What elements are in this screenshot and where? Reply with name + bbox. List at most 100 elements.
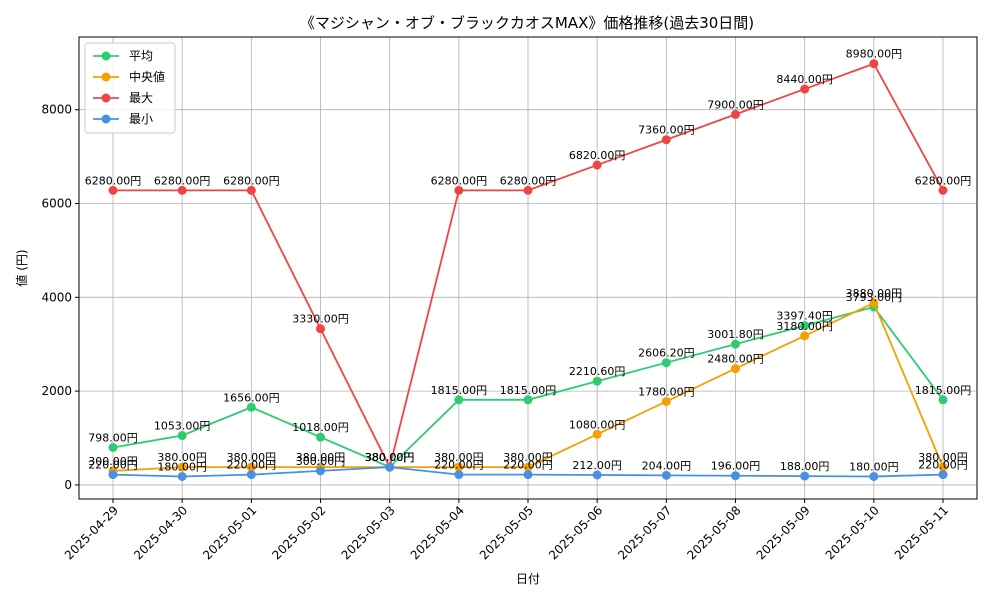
series-1-point	[731, 339, 740, 349]
legend-marker	[101, 72, 111, 82]
series-1-data-label: 3793.00円	[846, 291, 903, 304]
series-2-data-label: 380.00円	[434, 451, 484, 464]
y-tick-label: 4000	[41, 290, 72, 304]
series-4-data-label: 220.00円	[88, 459, 138, 472]
series-4-point	[385, 462, 395, 472]
series-3-point	[316, 324, 325, 334]
grid-lines	[79, 37, 977, 499]
series-3-point	[869, 59, 879, 69]
y-tick-label: 6000	[41, 197, 72, 211]
x-tick-label: 2025-05-01	[200, 503, 259, 562]
legend-marker	[101, 51, 111, 61]
series-4-point	[938, 470, 948, 480]
series-2-data-label: 380.00円	[365, 451, 415, 464]
series-2-point	[869, 298, 879, 308]
series-3-data-label: 7900.00円	[707, 98, 764, 111]
series-3-data-label: 7360.00円	[638, 124, 695, 137]
series-4-point	[108, 470, 118, 480]
series-3-data-label: 6280.00円	[431, 174, 488, 187]
x-tick-label: 2025-05-10	[823, 503, 882, 562]
legend-marker	[101, 93, 111, 103]
series-3-data-label: 6280.00円	[915, 174, 972, 187]
series-3-point	[177, 185, 187, 195]
series-1-point	[661, 358, 671, 368]
series-layer	[108, 59, 948, 481]
series-2-point	[661, 396, 671, 406]
series-1-point	[523, 395, 533, 405]
series-3-data-label: 6280.00円	[223, 174, 280, 187]
series-4-data-label: 212.00円	[572, 459, 622, 472]
series-1-data-label: 2606.20円	[638, 347, 695, 360]
series-2-data-label: 380.00円	[296, 451, 346, 464]
x-tick-label: 2025-05-06	[546, 503, 605, 562]
series-4-data-label: 300.00円	[296, 455, 346, 468]
series-1-point	[177, 431, 187, 441]
series-3-data-label: 8980.00円	[846, 48, 903, 61]
x-tick-label: 2025-05-11	[892, 503, 951, 562]
series-2-point	[800, 331, 810, 341]
x-tick-label: 2025-04-29	[62, 503, 121, 562]
series-3-point	[246, 185, 256, 195]
series-2-point	[523, 462, 533, 472]
y-tick-label: 2000	[41, 384, 72, 398]
series-4-point	[800, 471, 810, 481]
series-4-point	[246, 470, 256, 480]
series-2-data-label: 1080.00円	[569, 418, 626, 431]
series-3-data-label: 6820.00円	[569, 149, 626, 162]
x-tick-label: 2025-04-30	[131, 503, 190, 562]
y-axis-title: 値 (円)	[14, 249, 29, 286]
series-2-point	[454, 462, 464, 472]
data-labels: 798.00円1053.00円1656.00円1018.00円380.00円18…	[85, 48, 972, 474]
series-2-data-label: 3180.00円	[776, 320, 833, 333]
legend-item-label: 中央値	[129, 69, 165, 84]
x-tick-label: 2025-05-02	[269, 503, 328, 562]
series-4-data-label: 220.00円	[227, 459, 277, 472]
series-4-point	[869, 471, 879, 481]
series-4-data-label: 220.00円	[503, 459, 553, 472]
series-3-data-label: 3330.00円	[292, 313, 349, 326]
legend-item-label: 最小	[129, 112, 153, 126]
series-2-data-label: 380.00円	[157, 451, 207, 464]
series-4-data-label: 188.00円	[780, 460, 830, 473]
series-1-point	[454, 395, 464, 405]
series-1-data-label: 3397.40円	[776, 310, 833, 323]
series-3-data-label: 8440.00円	[776, 73, 833, 86]
series-1-data-label: 3001.80円	[707, 328, 764, 341]
series-4-data-label: 380.00円	[365, 451, 415, 464]
series-1-data-label: 1815.00円	[915, 384, 972, 397]
x-tick-label: 2025-05-04	[408, 503, 467, 562]
series-2-data-label: 300.00円	[88, 455, 138, 468]
series-3-point	[108, 185, 118, 195]
series-2-data-label: 1780.00円	[638, 385, 695, 398]
series-1-data-label: 1815.00円	[500, 384, 557, 397]
series-1-data-label: 798.00円	[88, 431, 138, 444]
series-4-data-label: 180.00円	[849, 460, 899, 473]
series-2-point	[592, 429, 602, 439]
series-3-data-label: 6280.00円	[85, 174, 142, 187]
series-4-point	[454, 470, 464, 480]
series-2-data-label: 380.00円	[503, 451, 553, 464]
series-1-data-label: 380.00円	[365, 451, 415, 464]
series-3-data-label: 6280.00円	[500, 174, 557, 187]
series-2-data-label: 380.00円	[918, 451, 968, 464]
series-2-point	[177, 462, 187, 472]
series-1-data-label: 2210.60円	[569, 365, 626, 378]
x-tick-label: 2025-05-07	[615, 503, 674, 562]
series-4-point	[177, 471, 187, 481]
series-1-point	[108, 442, 118, 452]
series-3-point	[592, 160, 602, 170]
series-1-point	[938, 395, 948, 405]
series-2-point	[246, 462, 256, 472]
legend-item-label: 最大	[129, 91, 153, 105]
x-tick-label: 2025-05-03	[339, 503, 398, 562]
series-4-data-label: 220.00円	[918, 459, 968, 472]
series-4-point	[316, 466, 325, 476]
series-3-point	[523, 185, 533, 195]
series-1-data-label: 1815.00円	[431, 384, 488, 397]
series-1-point	[592, 376, 602, 386]
series-2-point	[731, 364, 740, 374]
series-4-point	[731, 471, 740, 481]
series-4-point	[523, 470, 533, 480]
